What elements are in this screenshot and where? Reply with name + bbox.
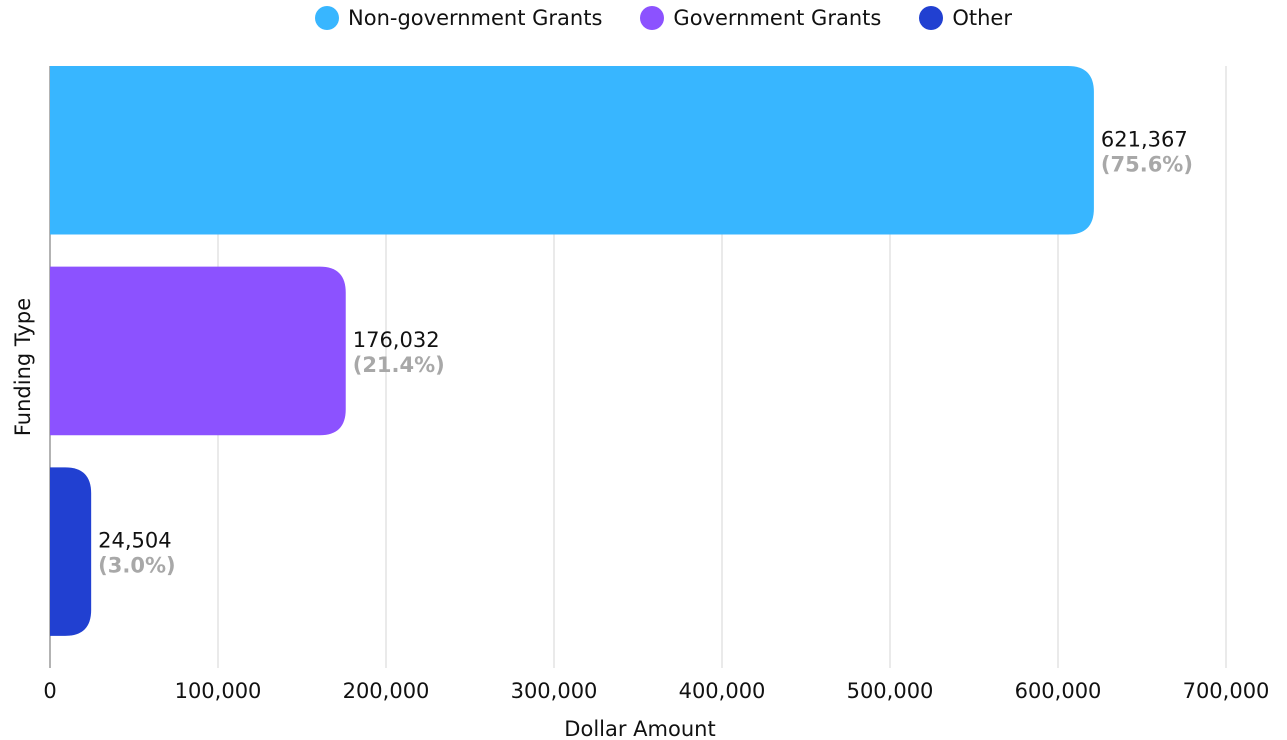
x-tick-label: 100,000 — [175, 679, 262, 703]
bars — [50, 66, 1094, 636]
legend-item-other[interactable]: Other — [919, 6, 1012, 30]
bar-other[interactable] — [50, 467, 92, 636]
percent-label: (75.6%) — [1101, 152, 1193, 176]
x-tick-labels: 0 100,000 200,000 300,000 400,000 500,000 600,… — [43, 679, 1269, 703]
value-label: 24,504 — [98, 529, 171, 553]
bar-government-grants[interactable] — [50, 266, 346, 436]
y-axis-title: Funding Type — [11, 298, 35, 436]
value-label: 176,032 — [353, 328, 440, 352]
legend-swatch-other — [919, 6, 944, 30]
legend-label-other: Other — [952, 6, 1012, 30]
x-tick-label: 200,000 — [343, 679, 430, 703]
value-label: 621,367 — [1101, 127, 1188, 151]
legend-swatch-non-government-grants — [315, 6, 340, 30]
x-axis-title: Dollar Amount — [564, 717, 715, 740]
legend-item-non-government-grants[interactable]: Non-government Grants — [315, 6, 602, 30]
bar-non-government-grants[interactable] — [50, 66, 1094, 235]
x-tick-label: 600,000 — [1015, 679, 1102, 703]
legend-label-government-grants: Government Grants — [673, 6, 882, 30]
percent-label: (21.4%) — [353, 353, 445, 377]
legend: Non-government Grants Government Grants … — [0, 6, 1287, 30]
legend-label-non-government-grants: Non-government Grants — [348, 6, 603, 30]
x-tick-label: 500,000 — [847, 679, 934, 703]
percent-label: (3.0%) — [98, 554, 175, 578]
x-tick-label: 300,000 — [511, 679, 598, 703]
x-tick-label: 700,000 — [1183, 679, 1270, 703]
data-labels: 621,367(75.6%) 176,032(21.4%) 24,504(3.0%) — [98, 127, 1193, 577]
legend-item-government-grants[interactable]: Government Grants — [640, 6, 881, 30]
x-tick-label: 0 — [43, 679, 56, 703]
legend-swatch-government-grants — [640, 6, 665, 30]
x-tick-label: 400,000 — [679, 679, 766, 703]
